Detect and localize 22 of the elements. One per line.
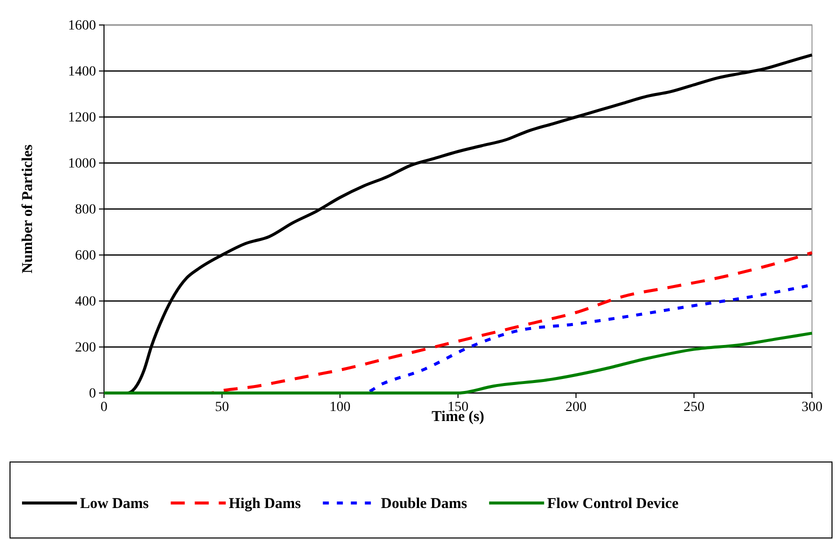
y-tick-label: 1000 (68, 156, 96, 172)
x-tick-label: 150 (448, 400, 468, 415)
y-tick-label: 600 (75, 248, 96, 264)
x-tick-label: 300 (802, 400, 822, 415)
legend-label: Low Dams (80, 496, 149, 512)
y-tick-label: 1400 (68, 64, 96, 80)
legend-label: High Dams (228, 496, 302, 512)
y-tick-label: 1600 (68, 18, 96, 34)
x-tick-label: 250 (684, 400, 704, 415)
x-tick-label: 100 (330, 400, 350, 415)
line-series (102, 332, 814, 394)
y-tick-label: 1200 (68, 110, 96, 126)
y-tick-label: 800 (75, 202, 96, 218)
y-tick-label: 200 (75, 340, 96, 356)
y-tick-label: 400 (75, 294, 96, 310)
x-tick-label: 0 (100, 400, 108, 415)
legend-label: Flow Control Device (547, 496, 679, 512)
legend-label: Double Dams (380, 496, 468, 512)
y-axis-title: Number of Particles (20, 144, 36, 274)
x-tick-label: 50 (215, 400, 229, 415)
x-tick-label: 200 (566, 400, 586, 415)
y-tick-label: 0 (89, 386, 96, 402)
